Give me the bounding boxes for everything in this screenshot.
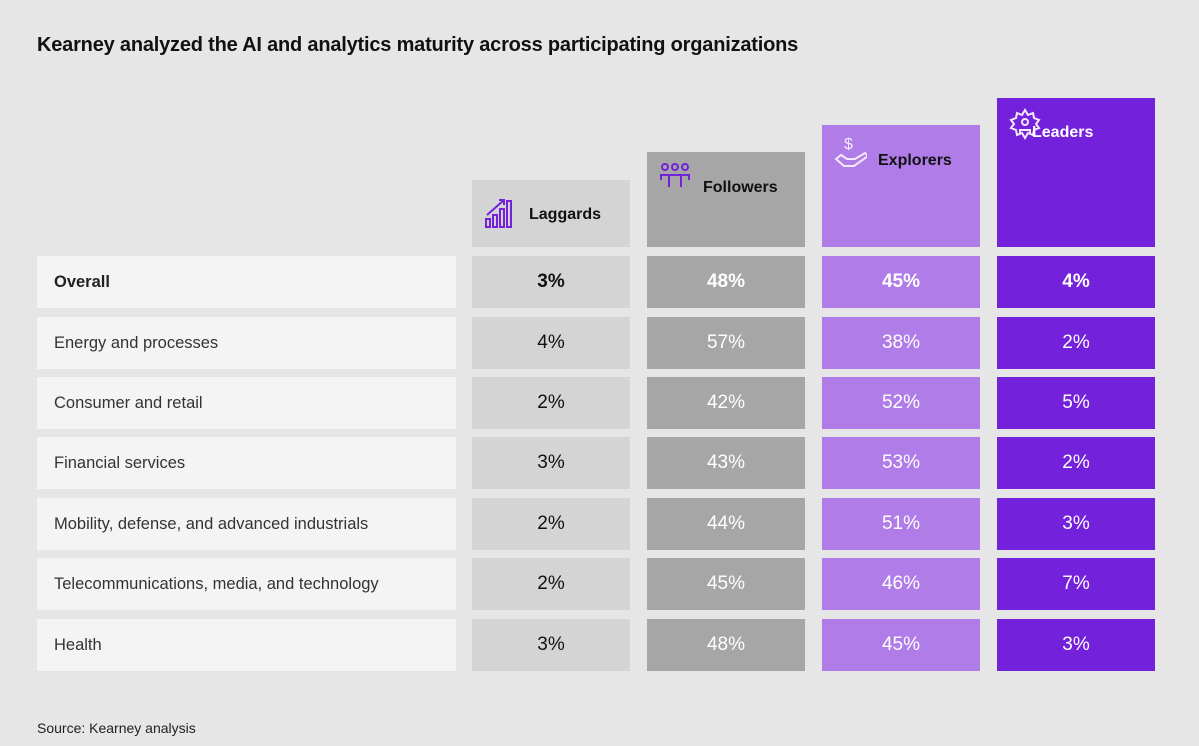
value-cell-laggards: 2% [472, 498, 630, 550]
row-label: Health [37, 619, 456, 671]
chart-title: Kearney analyzed the AI and analytics ma… [37, 34, 799, 56]
column-header-label: Leaders [1032, 124, 1094, 141]
column-header-laggards: Laggards [472, 180, 630, 247]
value-cell-leaders: 2% [997, 437, 1155, 489]
gear-person-icon [1009, 108, 1041, 140]
hand-dollar-icon: $ [834, 136, 867, 167]
value-cell-leaders: 3% [997, 498, 1155, 550]
value-cell-explorers: 46% [822, 558, 980, 610]
value-cell-laggards: 3% [472, 437, 630, 489]
column-header-label: Explorers [878, 152, 952, 169]
value-cell-explorers: 53% [822, 437, 980, 489]
value-cell-followers: 44% [647, 498, 805, 550]
value-cell-explorers: 45% [822, 256, 980, 308]
column-header-label: Laggards [529, 206, 602, 223]
value-cell-laggards: 2% [472, 377, 630, 429]
value-cell-explorers: 52% [822, 377, 980, 429]
value-cell-explorers: 38% [822, 317, 980, 369]
bar-chart-growth-icon [485, 199, 512, 228]
source-note: Source: Kearney analysis [37, 720, 196, 736]
value-cell-leaders: 5% [997, 377, 1155, 429]
value-cell-followers: 48% [647, 619, 805, 671]
row-label: Energy and processes [37, 317, 456, 369]
value-cell-leaders: 3% [997, 619, 1155, 671]
column-header-leaders: Leaders [997, 98, 1155, 247]
value-cell-laggards: 3% [472, 619, 630, 671]
column-header-explorers: $ Explorers [822, 125, 980, 247]
value-cell-leaders: 7% [997, 558, 1155, 610]
value-cell-followers: 57% [647, 317, 805, 369]
value-cell-laggards: 2% [472, 558, 630, 610]
value-cell-leaders: 4% [997, 256, 1155, 308]
people-group-icon [660, 163, 690, 187]
svg-text:$: $ [844, 136, 853, 153]
column-header-followers: Followers [647, 152, 805, 247]
value-cell-followers: 48% [647, 256, 805, 308]
value-cell-followers: 43% [647, 437, 805, 489]
column-header-label: Followers [703, 179, 778, 196]
value-cell-explorers: 45% [822, 619, 980, 671]
value-cell-followers: 45% [647, 558, 805, 610]
value-cell-followers: 42% [647, 377, 805, 429]
row-label: Consumer and retail [37, 377, 456, 429]
value-cell-laggards: 4% [472, 317, 630, 369]
row-label: Telecommunications, media, and technolog… [37, 558, 456, 610]
row-label: Overall [37, 256, 456, 308]
value-cell-explorers: 51% [822, 498, 980, 550]
row-label: Mobility, defense, and advanced industri… [37, 498, 456, 550]
value-cell-leaders: 2% [997, 317, 1155, 369]
row-label: Financial services [37, 437, 456, 489]
value-cell-laggards: 3% [472, 256, 630, 308]
